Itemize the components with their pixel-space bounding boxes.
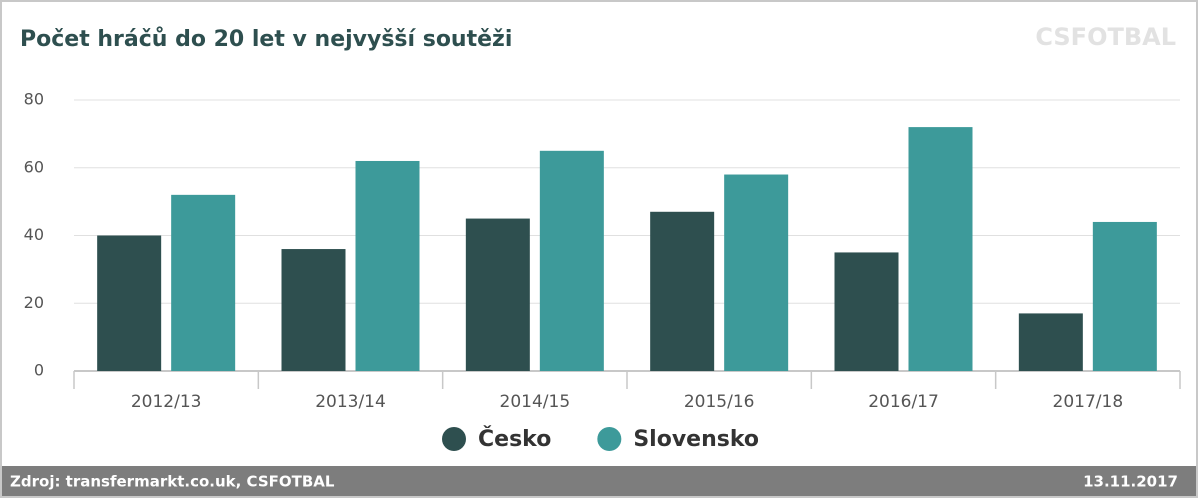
- bar: [724, 174, 789, 371]
- bar: [281, 249, 346, 371]
- y-tick-label: 20: [24, 293, 44, 312]
- legend-label: Slovensko: [633, 427, 759, 452]
- y-tick-label: 40: [24, 225, 44, 244]
- y-tick-label: 0: [34, 361, 44, 380]
- y-tick-label: 80: [24, 90, 44, 109]
- legend-label: Česko: [478, 426, 551, 452]
- x-tick-label: 2014/15: [500, 392, 571, 412]
- legend-marker: [442, 427, 466, 451]
- footer-bar: [2, 466, 1196, 496]
- x-tick-label: 2015/16: [684, 392, 755, 412]
- watermark: CSFOTBAL: [1035, 23, 1176, 51]
- footer-source: Zdroj: transfermarkt.co.uk, CSFOTBAL: [10, 473, 335, 491]
- bar: [908, 127, 973, 371]
- bar: [539, 150, 604, 371]
- bar: [355, 160, 420, 371]
- legend-marker: [597, 427, 622, 451]
- x-tick-label: 2016/17: [868, 392, 939, 412]
- chart-title: Počet hráčů do 20 let v nejvyšší soutěži: [20, 27, 512, 52]
- x-tick-label: 2013/14: [315, 392, 386, 412]
- y-tick-label: 60: [24, 157, 44, 176]
- bar: [171, 194, 236, 371]
- bar: [834, 252, 899, 371]
- footer-date: 13.11.2017: [1083, 473, 1178, 491]
- bar: [1018, 313, 1083, 371]
- x-tick-label: 2017/18: [1053, 392, 1124, 412]
- x-tick-label: 2012/13: [131, 392, 202, 412]
- bar: [97, 235, 162, 371]
- bar: [465, 218, 530, 371]
- bar: [650, 211, 715, 371]
- bar: [1092, 221, 1157, 371]
